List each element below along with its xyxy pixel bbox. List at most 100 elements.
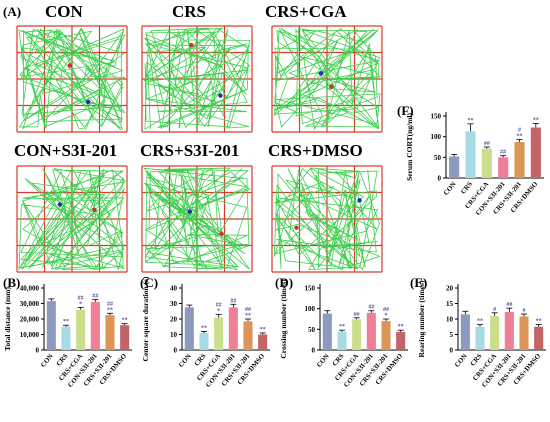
- bar: [199, 332, 209, 350]
- bar: [322, 313, 332, 350]
- significance-mark: **: [245, 313, 251, 319]
- significance-mark: **: [477, 319, 483, 325]
- bar-chart-e: Rearing number (times) 05101520CON**CRS#C…: [417, 280, 546, 389]
- bar: [504, 311, 514, 350]
- y-tick-label: 5: [450, 331, 454, 339]
- movement-track: [143, 167, 251, 271]
- y-tick-label: 50: [434, 154, 442, 162]
- bar: [90, 301, 100, 350]
- x-tick-label: CON: [454, 353, 469, 369]
- significance-mark: #: [523, 308, 526, 314]
- start-point: [318, 71, 324, 76]
- significance-mark: ##: [354, 312, 360, 318]
- significance-mark: ##: [216, 302, 222, 308]
- bar: [214, 317, 224, 350]
- y-tick-label: 0: [36, 347, 40, 355]
- bar: [61, 326, 71, 350]
- start-point: [187, 209, 193, 214]
- track-label-crs: CRS: [172, 2, 207, 21]
- y-tick-label: 40: [170, 285, 178, 293]
- end-point: [294, 225, 299, 230]
- significance-mark: **: [260, 327, 266, 333]
- significance-mark: ##: [92, 294, 98, 300]
- significance-mark: ##: [506, 302, 512, 308]
- bar: [465, 131, 476, 178]
- panel-letter-d: (D): [275, 275, 294, 290]
- bar: [475, 326, 485, 350]
- panel-letter-b: (B): [3, 275, 21, 290]
- y-tick-label: 30,000: [20, 300, 40, 308]
- y-tick-label: 100: [305, 305, 316, 313]
- bar: [481, 148, 492, 178]
- significance-mark: ##: [107, 301, 113, 307]
- track-label-crs-cga: CRS+CGA: [265, 2, 347, 21]
- significance-mark: **: [517, 134, 523, 140]
- bar: [519, 316, 529, 350]
- significance-mark: ##: [230, 298, 236, 304]
- start-point: [57, 202, 63, 207]
- track-arena-con: [16, 25, 128, 133]
- y-tick-label: 50: [308, 326, 316, 334]
- significance-mark: ##: [500, 150, 506, 156]
- significance-mark: **: [339, 324, 345, 330]
- bar: [352, 319, 362, 350]
- y-tick-label: 40,000: [20, 285, 40, 293]
- significance-mark: **: [107, 307, 113, 313]
- track-arena-crs-cga: [271, 25, 383, 133]
- bar: [120, 325, 130, 350]
- significance-mark: **: [398, 324, 404, 330]
- bar-chart-d: Crossing number (times) 050100150CON**CRS…: [279, 279, 408, 389]
- start-point: [218, 93, 223, 98]
- significance-mark: ##: [78, 295, 84, 301]
- significance-mark: **: [536, 319, 542, 325]
- significance-mark: ##: [245, 307, 251, 313]
- track-arena-crs-s3i: [141, 165, 253, 273]
- bar-chart-c: Center square duration (s) 010203040CON**…: [141, 276, 270, 389]
- bar: [460, 314, 470, 350]
- bar: [258, 334, 268, 350]
- y-tick-label: 150: [305, 285, 316, 293]
- end-point: [329, 84, 334, 89]
- end-point: [189, 42, 194, 48]
- start-point: [357, 198, 362, 203]
- bar-chart-b: Total distance (mm) 0 10,000 20,000 30,000 40…: [3, 284, 132, 389]
- end-point: [92, 207, 97, 212]
- significance-mark: ##: [484, 141, 490, 147]
- y-tick-label: 20: [170, 316, 178, 324]
- panel-letter-c: (C): [140, 275, 159, 290]
- track-label-crs-dmso: CRS+DMSO: [268, 141, 363, 160]
- significance-mark: ##: [368, 305, 374, 311]
- bar: [534, 326, 544, 350]
- y-axis-label: Crossing number (times): [279, 279, 288, 359]
- y-tick-label: 10: [446, 316, 454, 324]
- significance-mark: **: [468, 118, 474, 124]
- significance-mark: *: [385, 313, 388, 319]
- y-tick-label: 0: [312, 347, 316, 355]
- movement-track: [273, 27, 381, 131]
- start-point: [85, 99, 91, 105]
- panel-letter-e: (E): [410, 275, 428, 290]
- movement-track: [18, 27, 126, 131]
- track-label-con-s3i: CON+S3I-201: [14, 141, 118, 160]
- bar: [514, 142, 525, 178]
- panel-letter-a: (A): [3, 4, 22, 19]
- bar: [184, 307, 194, 350]
- bar: [105, 315, 115, 350]
- bar: [366, 312, 376, 350]
- y-axis-label: Serum CORT(ng/ml): [405, 113, 414, 181]
- significance-mark: **: [201, 325, 207, 331]
- y-axis-label: Center square duration (s): [141, 276, 150, 361]
- bar: [498, 157, 509, 178]
- y-tick-label: 0: [174, 347, 178, 355]
- bar: [337, 331, 347, 350]
- x-tick-label: CON: [316, 353, 331, 369]
- bar: [396, 331, 406, 350]
- y-axis-label: Rearing number (times): [417, 280, 426, 357]
- bar: [381, 321, 391, 350]
- y-axis-label: Total distance (mm): [3, 287, 12, 351]
- track-arena-crs: [141, 25, 253, 133]
- y-tick-label: 30: [170, 300, 178, 308]
- y-tick-label: 150: [431, 113, 442, 121]
- y-tick-label: 100: [431, 133, 442, 141]
- significance-mark: #: [518, 128, 521, 134]
